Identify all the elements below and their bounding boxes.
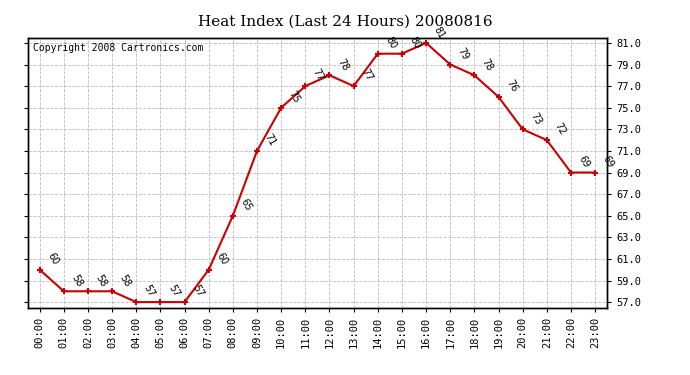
Text: Heat Index (Last 24 Hours) 20080816: Heat Index (Last 24 Hours) 20080816: [198, 15, 492, 29]
Text: 81: 81: [432, 24, 446, 40]
Text: 76: 76: [504, 78, 519, 94]
Text: 78: 78: [335, 57, 350, 72]
Text: 60: 60: [215, 251, 229, 267]
Text: 69: 69: [577, 154, 591, 170]
Text: 79: 79: [456, 46, 471, 62]
Text: 72: 72: [553, 122, 567, 137]
Text: 77: 77: [311, 68, 326, 83]
Text: 69: 69: [601, 154, 615, 170]
Text: 57: 57: [166, 284, 181, 299]
Text: 57: 57: [142, 284, 157, 299]
Text: 60: 60: [46, 251, 60, 267]
Text: 78: 78: [480, 57, 495, 72]
Text: Copyright 2008 Cartronics.com: Copyright 2008 Cartronics.com: [33, 43, 204, 53]
Text: 77: 77: [359, 68, 374, 83]
Text: 80: 80: [384, 35, 398, 51]
Text: 57: 57: [190, 284, 205, 299]
Text: 80: 80: [408, 35, 422, 51]
Text: 58: 58: [94, 273, 108, 288]
Text: 65: 65: [239, 197, 253, 213]
Text: 58: 58: [118, 273, 132, 288]
Text: 73: 73: [529, 111, 543, 126]
Text: 58: 58: [70, 273, 84, 288]
Text: 71: 71: [263, 132, 277, 148]
Text: 75: 75: [287, 89, 302, 105]
